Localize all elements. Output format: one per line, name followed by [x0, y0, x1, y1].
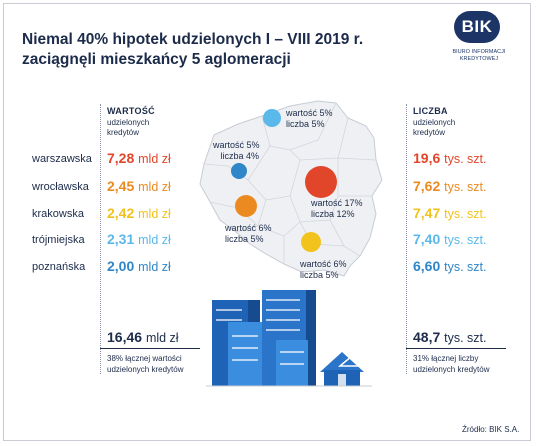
map-label-wroclawska: wartość 6% liczba 5%	[225, 223, 272, 245]
map-label-count: liczba 4%	[220, 151, 259, 161]
count-total-note: 31% łącznej liczby udzielonych kredytów	[413, 353, 489, 375]
value-krakowska: 2,42 mld zł	[107, 205, 171, 221]
count-krakowska: 7,47 tys. szt.	[413, 205, 487, 221]
value-number: 2,00	[107, 258, 135, 274]
bik-logo: BIK BIURO INFORMACJI KREDYTOWEJ	[446, 11, 510, 71]
value-total-unit: mld zł	[145, 331, 179, 345]
count-column-divider	[406, 104, 407, 374]
voivodeship-borders	[203, 102, 377, 264]
count-total-number: 48,7	[413, 329, 441, 345]
bubble-trojmiejska	[263, 109, 281, 127]
page-title: Niemal 40% hipotek udzielonych I – VIII …	[22, 30, 402, 70]
value-total-rule	[100, 348, 200, 349]
count-number: 7,62	[413, 178, 441, 194]
map-label-value: wartość 6%	[225, 223, 272, 233]
map-label-count: liczba 5%	[286, 119, 325, 129]
count-total: 48,7 tys. szt.	[413, 329, 487, 345]
title-line-1: Niemal 40% hipotek udzielonych I – VIII …	[22, 31, 364, 48]
value-number: 7,28	[107, 150, 135, 166]
count-column-heading: LICZBA	[413, 106, 448, 116]
value-warszawska: 7,28 mld zł	[107, 150, 171, 166]
value-poznanska: 2,00 mld zł	[107, 258, 171, 274]
count-trojmiejska: 7,40 tys. szt.	[413, 231, 487, 247]
value-total-note-line-2: udzielonych kredytów	[107, 365, 184, 374]
city-label-poznanska: poznańska	[32, 261, 86, 273]
count-unit: tys. szt.	[444, 207, 487, 221]
city-label-warszawska: warszawska	[32, 153, 92, 165]
value-unit: mld zł	[138, 207, 171, 221]
value-total: 16,46 mld zł	[107, 329, 179, 345]
value-number: 2,45	[107, 178, 135, 194]
city-label-trojmiejska: trójmiejska	[32, 234, 85, 246]
value-column-subtitle-2: kredytów	[107, 128, 140, 137]
count-column-subtitle-2: kredytów	[413, 128, 446, 137]
value-unit: mld zł	[138, 180, 171, 194]
buildings-illustration	[206, 290, 372, 387]
count-column-subtitle-1: udzielonych	[413, 118, 456, 127]
value-column-divider	[100, 104, 101, 374]
value-total-note-line-1: 38% łącznej wartości	[107, 354, 182, 363]
bubble-warszawska	[305, 166, 337, 198]
value-unit: mld zł	[138, 152, 171, 166]
city-label-krakowska: krakowska	[32, 208, 84, 220]
value-wroclawska: 2,45 mld zł	[107, 178, 171, 194]
map-label-warszawska: wartość 17% liczba 12%	[311, 198, 363, 220]
map-label-value: wartość 17%	[311, 198, 363, 208]
count-poznanska: 6,60 tys. szt.	[413, 258, 487, 274]
bubble-krakowska	[301, 232, 321, 252]
map-label-count: liczba 12%	[311, 209, 355, 219]
count-total-note-line-1: 31% łącznej liczby	[413, 354, 479, 363]
value-number: 2,42	[107, 205, 135, 221]
bubble-poznanska	[231, 163, 247, 179]
count-unit: tys. szt.	[444, 260, 487, 274]
count-number: 7,40	[413, 231, 441, 247]
count-total-rule	[406, 348, 506, 349]
value-column-subtitle-1: udzielonych	[107, 118, 150, 127]
count-number: 6,60	[413, 258, 441, 274]
map-label-krakowska: wartość 6% liczba 5%	[300, 259, 347, 281]
source-note: Źródło: BIK S.A.	[462, 425, 520, 434]
infographic-frame	[3, 3, 531, 441]
count-unit: tys. szt.	[444, 180, 487, 194]
map-label-poznanska: wartość 5% liczba 4%	[213, 140, 260, 162]
count-number: 19,6	[413, 150, 441, 166]
map-label-count: liczba 5%	[225, 234, 264, 244]
value-unit: mld zł	[138, 260, 171, 274]
value-number: 2,31	[107, 231, 135, 247]
map-label-value: wartość 6%	[300, 259, 347, 269]
title-line-2: zaciągnęli mieszkańcy 5 aglomeracji	[22, 51, 291, 68]
map-label-count: liczba 5%	[300, 270, 339, 280]
value-unit: mld zł	[138, 233, 171, 247]
count-total-note-line-2: udzielonych kredytów	[413, 365, 490, 374]
bubble-wroclawska	[235, 195, 257, 217]
map-label-value: wartość 5%	[213, 140, 260, 150]
map-label-trojmiejska: wartość 5% liczba 5%	[286, 108, 333, 130]
value-total-number: 16,46	[107, 329, 143, 345]
count-unit: tys. szt.	[444, 233, 487, 247]
count-unit: tys. szt.	[444, 152, 487, 166]
logo-badge: BIK	[454, 11, 500, 43]
count-warszawska: 19,6 tys. szt.	[413, 150, 487, 166]
value-trojmiejska: 2,31 mld zł	[107, 231, 171, 247]
count-total-unit: tys. szt.	[444, 331, 487, 345]
logo-subtitle: BIURO INFORMACJI KREDYTOWEJ	[452, 49, 506, 62]
count-number: 7,47	[413, 205, 441, 221]
value-total-note: 38% łącznej wartości udzielonych kredytó…	[107, 353, 183, 375]
value-column-heading: WARTOŚĆ	[107, 106, 155, 116]
count-wroclawska: 7,62 tys. szt.	[413, 178, 487, 194]
map-label-value: wartość 5%	[286, 108, 333, 118]
city-label-wroclawska: wrocławska	[32, 181, 89, 193]
